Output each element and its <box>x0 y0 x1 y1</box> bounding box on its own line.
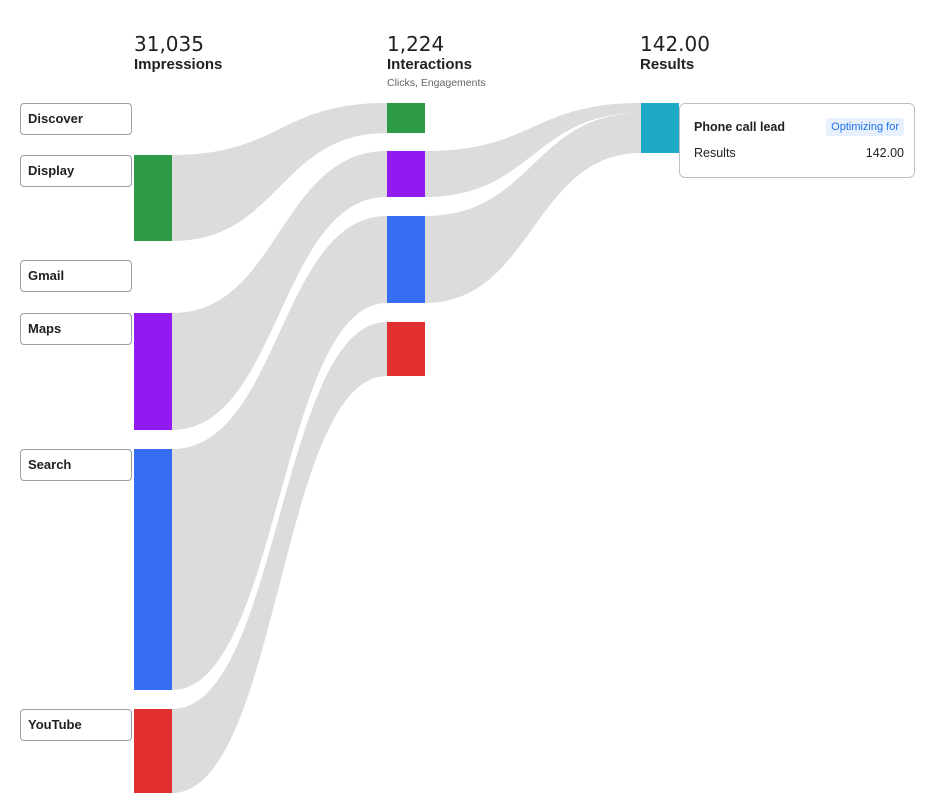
flow-youtube-interaction <box>172 322 387 793</box>
results-label: Results <box>640 56 695 73</box>
display-impressions-bar[interactable] <box>134 155 172 241</box>
flow-display-interaction <box>172 103 387 241</box>
search-impressions-bar[interactable] <box>134 449 172 690</box>
search-interactions-bar[interactable] <box>387 216 425 303</box>
interactions-value: 1,224 <box>387 32 445 56</box>
channel-youtube[interactable]: YouTube <box>20 709 132 741</box>
tooltip-title-row: Phone call lead Optimizing for <box>694 118 904 136</box>
maps-impressions-bar[interactable] <box>134 313 172 430</box>
optimizing-badge: Optimizing for <box>826 118 904 136</box>
results-bar[interactable] <box>641 103 679 153</box>
tooltip-metric-value: 142.00 <box>865 146 904 160</box>
channel-maps[interactable]: Maps <box>20 313 132 345</box>
tooltip-title: Phone call lead <box>694 120 786 134</box>
interactions-header: 1,224 Interactions Clicks, Engagements <box>387 32 486 90</box>
impressions-header: 31,035 Impressions <box>134 32 222 74</box>
interactions-label: Interactions <box>387 56 473 73</box>
impressions-value: 31,035 <box>134 32 204 56</box>
impressions-label: Impressions <box>134 56 223 73</box>
flow-maps-interaction <box>172 151 387 430</box>
flow-maps-result <box>425 103 641 197</box>
youtube-interactions-bar[interactable] <box>387 322 425 376</box>
tooltip-metric-row: Results 142.00 <box>694 144 904 162</box>
channel-discover[interactable]: Discover <box>20 103 132 135</box>
results-tooltip: Phone call lead Optimizing for Results 1… <box>679 103 915 178</box>
maps-interactions-bar[interactable] <box>387 151 425 197</box>
results-value: 142.00 <box>640 32 710 56</box>
interactions-sublabel: Clicks, Engagements <box>387 77 486 89</box>
flow-search-interaction <box>172 216 387 690</box>
channel-display[interactable]: Display <box>20 155 132 187</box>
results-header: 142.00 Results <box>640 32 710 74</box>
youtube-impressions-bar[interactable] <box>134 709 172 793</box>
channel-search[interactable]: Search <box>20 449 132 481</box>
display-interactions-bar[interactable] <box>387 103 425 133</box>
channel-gmail[interactable]: Gmail <box>20 260 132 292</box>
flow-search-result <box>425 113 641 303</box>
tooltip-metric-label: Results <box>694 146 736 160</box>
